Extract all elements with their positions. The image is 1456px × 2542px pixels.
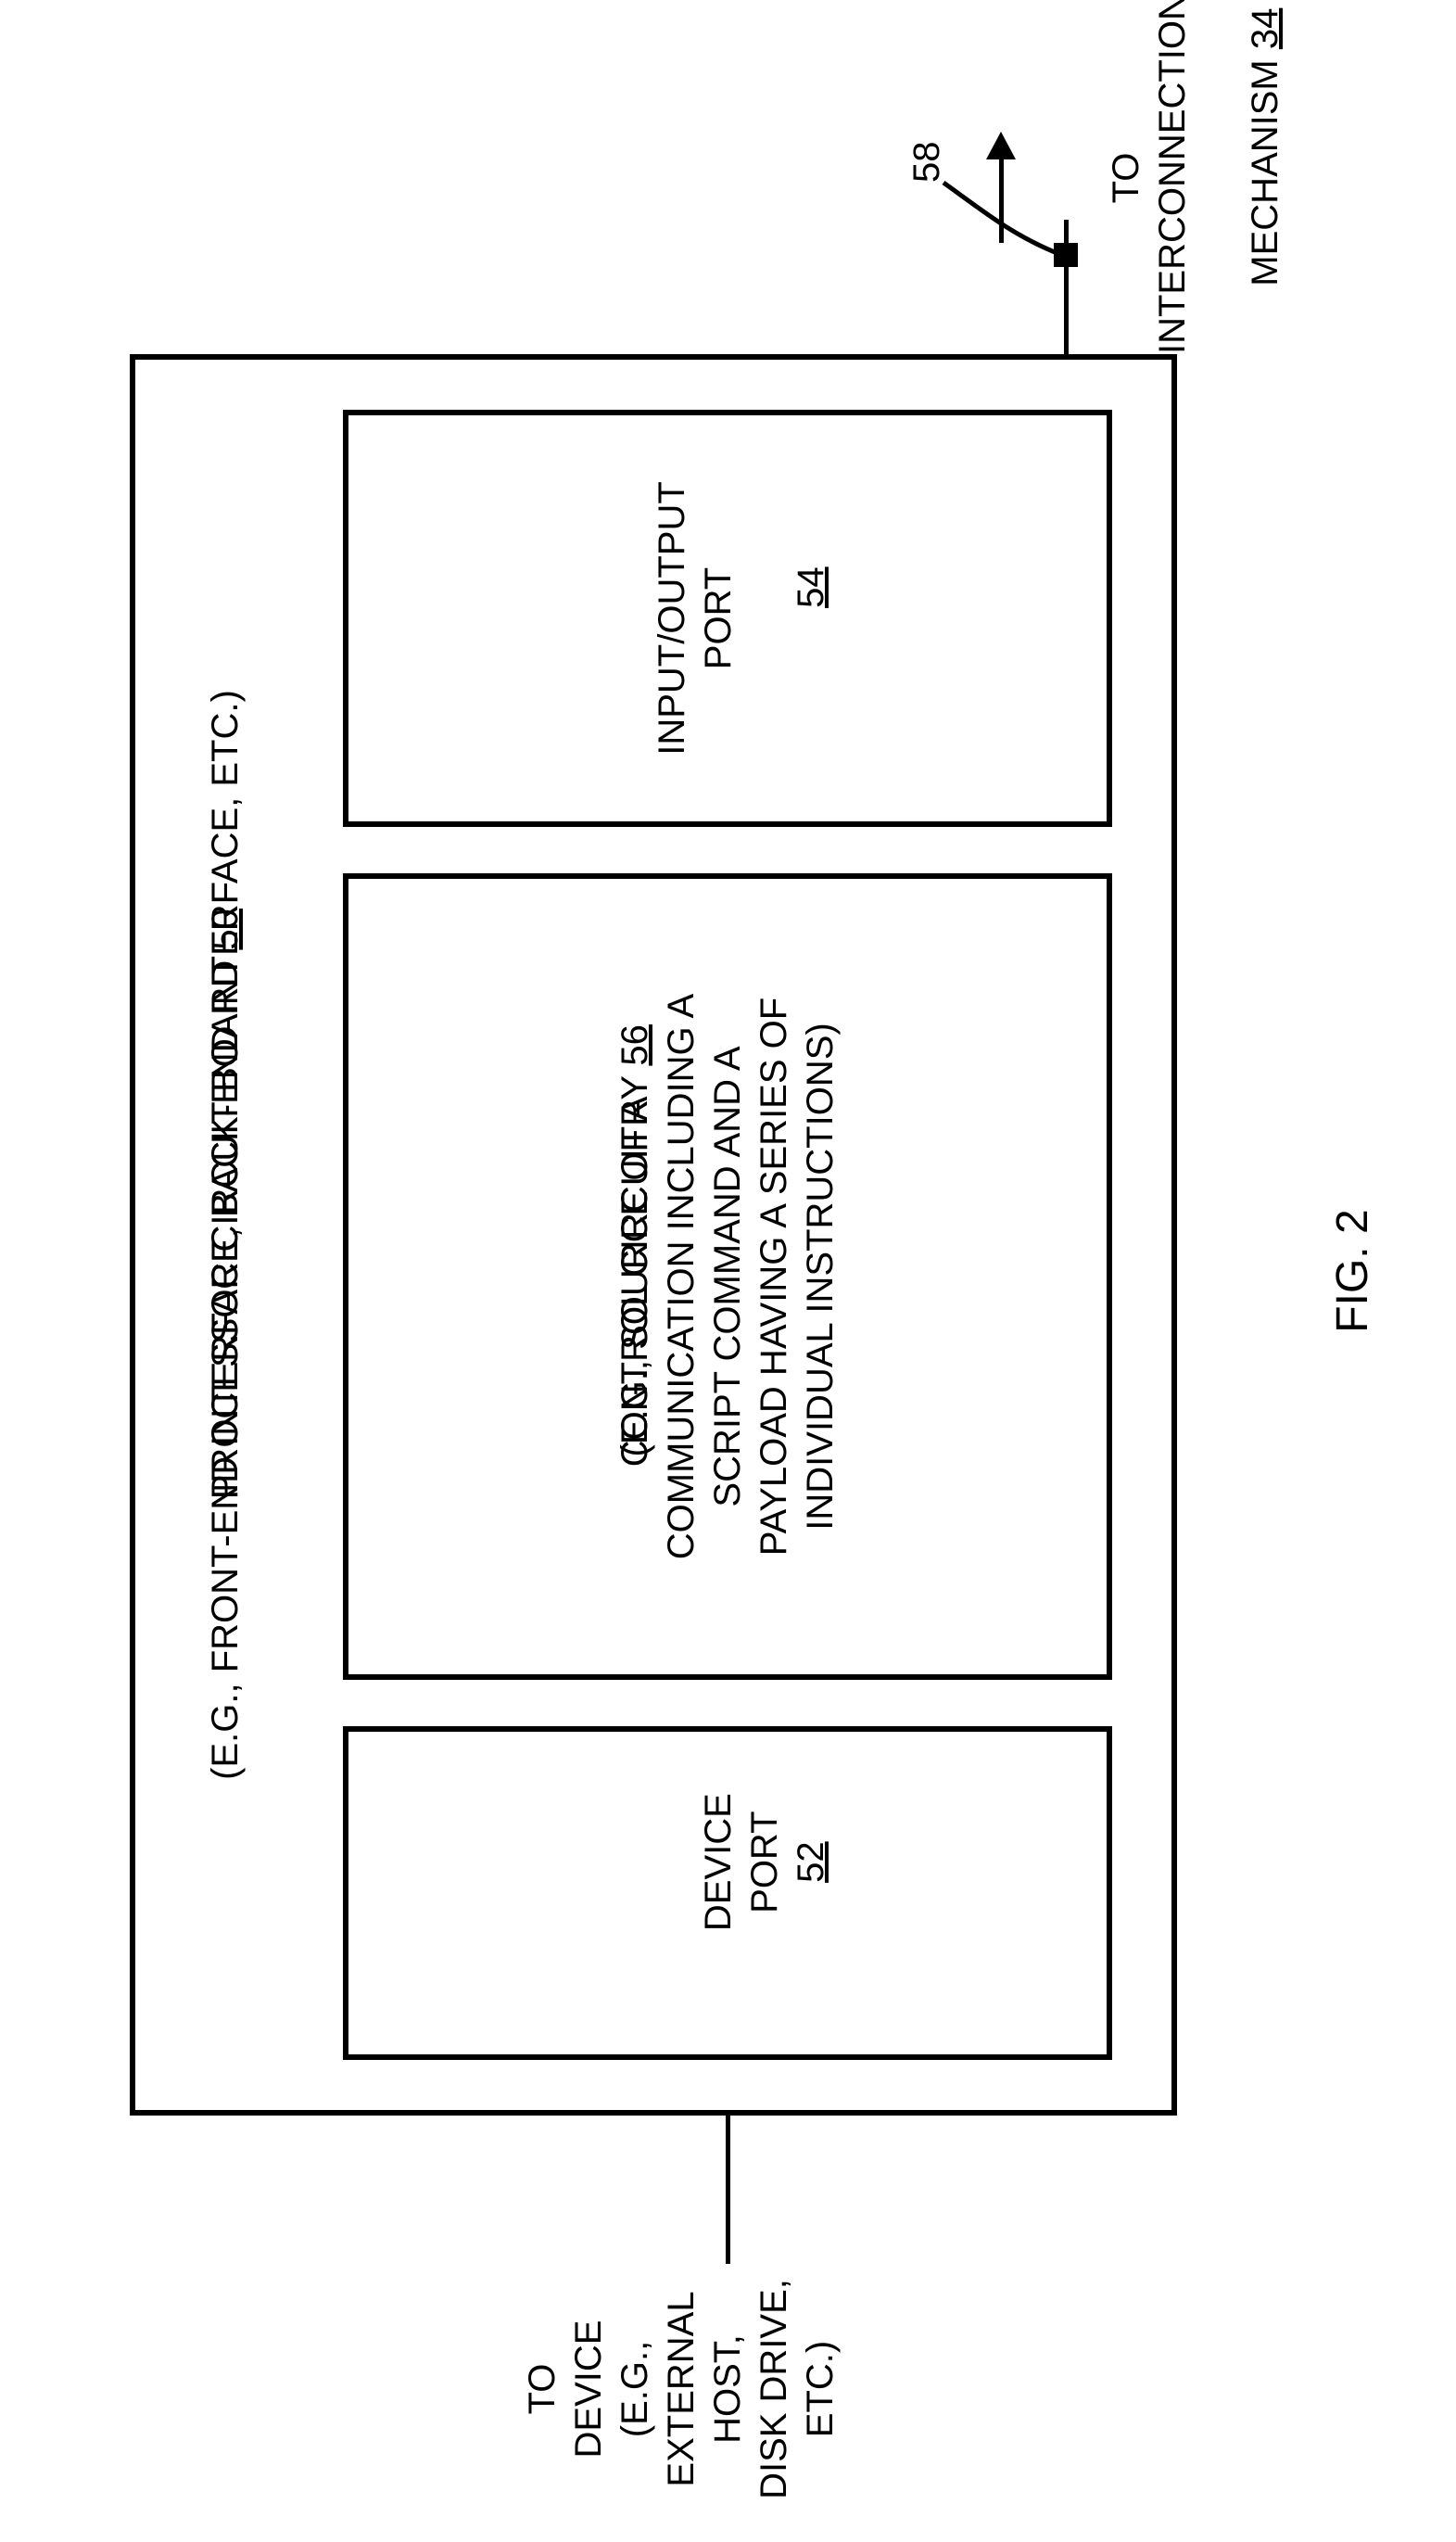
control-l2: (E.G., SOURCE OF A [612, 873, 658, 1680]
to-interconnect-ref: 34 [1245, 8, 1285, 50]
to-device-l3: (E.G., [612, 2273, 658, 2505]
to-device-l6: DISK DRIVE, [751, 2273, 797, 2505]
device-port-ref: 52 [741, 1726, 880, 2060]
to-device-l2: DEVICE [565, 2273, 612, 2505]
canvas: PROCESSOR CIRCUIT BOARD 50 (E.G., FRONT-… [0, 0, 1456, 2542]
interconnect-arrow-shaft [999, 159, 1004, 243]
io-port-line2: PORT [695, 410, 741, 827]
left-connector-line [726, 2116, 730, 2264]
io-port-ref: 54 [741, 410, 880, 827]
to-device-l1: TO [519, 2273, 565, 2505]
figure-label: FIG. 2 [1325, 0, 1381, 2542]
to-device-l7: ETC.) [797, 2273, 843, 2505]
callout-58-ref: 58 [904, 108, 950, 183]
device-port-ref-num: 52 [791, 1841, 831, 1883]
interconnect-arrow-head [986, 132, 1016, 159]
control-l4: SCRIPT COMMAND AND A [704, 873, 751, 1680]
io-port-line1: INPUT/OUTPUT [649, 410, 695, 827]
to-interconnect-l2: INTERCONNECTION [1149, 2, 1196, 354]
control-l5: PAYLOAD HAVING A SERIES OF [751, 873, 797, 1680]
diagram-rotated-group: PROCESSOR CIRCUIT BOARD 50 (E.G., FRONT-… [0, 0, 1456, 2542]
to-interconnect-l1: TO [1103, 2, 1149, 354]
control-l6: INDIVIDUAL INSTRUCTIONS) [797, 873, 843, 1680]
to-device-l4: EXTERNAL [658, 2273, 704, 2505]
io-port-ref-num: 54 [791, 566, 831, 608]
to-interconnect-l3a: MECHANISM [1245, 49, 1285, 286]
to-interconnect-l3: MECHANISM 34 [1196, 2, 1335, 354]
processor-board-subtitle: (E.G., FRONT-END INTERFACE, BACK-END INT… [202, 354, 248, 2116]
to-device-l5: HOST, [704, 2273, 751, 2505]
control-l3: COMMUNICATION INCLUDING A [658, 873, 704, 1680]
